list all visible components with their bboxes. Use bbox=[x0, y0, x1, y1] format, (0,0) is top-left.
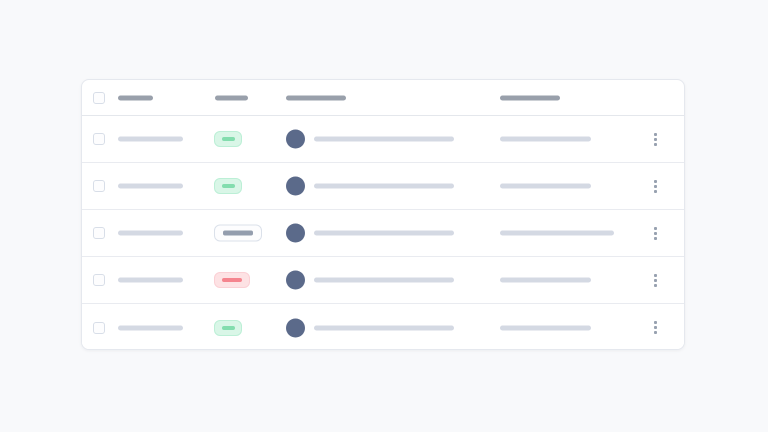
kebab-menu-button[interactable] bbox=[645, 268, 665, 292]
table-row bbox=[82, 116, 684, 163]
avatar bbox=[286, 176, 305, 196]
avatar bbox=[286, 129, 305, 149]
kebab-menu-button[interactable] bbox=[645, 221, 665, 245]
skeleton-text-bar bbox=[118, 183, 183, 189]
skeleton-text-bar bbox=[314, 183, 454, 189]
skeleton-text-bar bbox=[500, 183, 591, 189]
skeleton-text-bar bbox=[500, 136, 591, 142]
skeleton-text-bar bbox=[314, 277, 454, 283]
header-skeleton-bar bbox=[118, 95, 153, 100]
table-row bbox=[82, 163, 684, 210]
header-skeleton-bar bbox=[286, 95, 346, 100]
skeleton-text-bar bbox=[118, 325, 183, 330]
kebab-menu-button[interactable] bbox=[645, 174, 665, 198]
kebab-menu-icon bbox=[653, 273, 657, 287]
avatar bbox=[286, 318, 305, 337]
skeleton-text-bar bbox=[118, 277, 183, 283]
avatar bbox=[286, 270, 305, 290]
row-checkbox[interactable] bbox=[93, 180, 105, 192]
badge-skeleton-bar bbox=[221, 184, 235, 188]
status-badge-skeleton bbox=[214, 131, 242, 147]
badge-skeleton-bar bbox=[222, 278, 242, 282]
kebab-menu-icon bbox=[653, 226, 657, 240]
table-row bbox=[82, 210, 684, 257]
badge-skeleton-bar bbox=[223, 230, 253, 236]
kebab-menu-button[interactable] bbox=[645, 316, 665, 340]
skeleton-text-bar bbox=[118, 230, 183, 236]
table-card bbox=[81, 79, 685, 350]
skeleton-text-bar bbox=[500, 277, 591, 283]
skeleton-text-bar bbox=[500, 230, 614, 236]
table-body bbox=[82, 116, 684, 349]
badge-skeleton-bar bbox=[221, 137, 235, 141]
skeleton-text-bar bbox=[500, 325, 591, 330]
table-header-row bbox=[82, 80, 684, 116]
kebab-menu-icon bbox=[653, 179, 657, 193]
skeleton-text-bar bbox=[314, 136, 454, 142]
row-checkbox[interactable] bbox=[93, 227, 105, 239]
header-skeleton-bar bbox=[215, 95, 248, 100]
badge-skeleton-bar bbox=[221, 325, 235, 330]
table-row bbox=[82, 304, 684, 349]
row-checkbox[interactable] bbox=[93, 321, 105, 334]
skeleton-text-bar bbox=[314, 230, 454, 236]
row-checkbox[interactable] bbox=[93, 133, 105, 145]
status-badge-skeleton bbox=[214, 178, 242, 194]
header-skeleton-bar bbox=[500, 95, 560, 100]
status-badge-skeleton bbox=[214, 319, 242, 336]
select-all-checkbox[interactable] bbox=[93, 91, 105, 104]
skeleton-text-bar bbox=[314, 325, 454, 330]
kebab-menu-icon bbox=[653, 132, 657, 146]
avatar bbox=[286, 223, 305, 243]
row-checkbox[interactable] bbox=[93, 274, 105, 286]
kebab-menu-button[interactable] bbox=[645, 127, 665, 151]
skeleton-text-bar bbox=[118, 136, 183, 142]
table-row bbox=[82, 257, 684, 304]
status-badge-skeleton bbox=[214, 224, 262, 242]
kebab-menu-icon bbox=[653, 321, 657, 334]
status-badge-skeleton bbox=[214, 272, 250, 288]
